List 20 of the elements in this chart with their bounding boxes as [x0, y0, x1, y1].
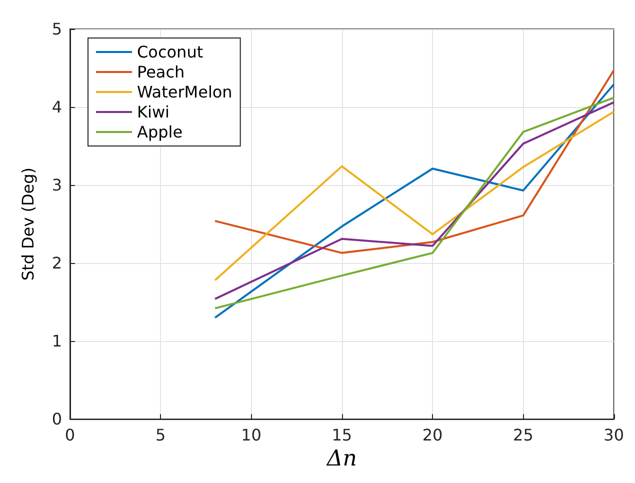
- y-tick-label: 1: [52, 332, 62, 351]
- x-tick-label: 10: [241, 426, 262, 445]
- y-tick-label: 0: [52, 410, 62, 429]
- x-axis-title: Δn: [326, 446, 357, 472]
- legend-label: Kiwi: [137, 102, 170, 122]
- y-tick-label: 4: [52, 98, 62, 117]
- y-tick-label: 5: [52, 20, 62, 38]
- y-tick-label: 2: [52, 254, 62, 273]
- legend-label: WaterMelon: [137, 82, 232, 102]
- x-tick-label: 0: [64, 426, 76, 445]
- y-axis-title: Std Dev (Deg): [18, 167, 38, 281]
- legend-label: Apple: [137, 122, 183, 142]
- legend-label: Coconut: [137, 42, 204, 62]
- x-tick-label: 30: [604, 426, 624, 445]
- y-tick-label: 3: [52, 176, 62, 195]
- x-tick-label: 25: [513, 426, 534, 445]
- legend-label: Peach: [137, 62, 185, 82]
- x-tick-label: 15: [332, 426, 352, 445]
- x-tick-label: 5: [156, 426, 166, 445]
- x-tick-label: 20: [422, 426, 443, 445]
